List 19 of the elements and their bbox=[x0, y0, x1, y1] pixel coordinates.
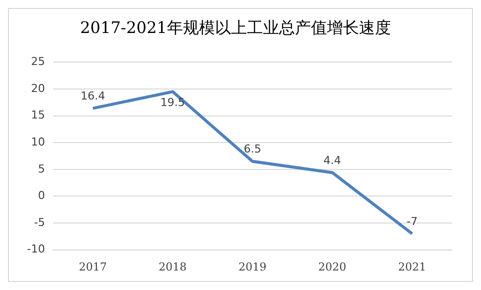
y-tick-label: 25 bbox=[30, 55, 45, 68]
data-label: 19.5 bbox=[160, 96, 185, 110]
y-tick-label: 5 bbox=[38, 162, 45, 176]
y-tick-label: -10 bbox=[27, 242, 45, 256]
y-tick-label: 0 bbox=[38, 189, 45, 202]
x-tick-label: 2018 bbox=[158, 260, 187, 274]
x-tick-label: 2020 bbox=[318, 260, 346, 274]
x-tick-label: 2019 bbox=[238, 260, 266, 274]
data-label: -7 bbox=[406, 215, 418, 228]
y-tick-label: 10 bbox=[30, 135, 45, 148]
x-tick-label: 2021 bbox=[398, 260, 426, 274]
data-label: 6.5 bbox=[244, 142, 262, 156]
chart-title: 2017-2021年规模以上工业总产值增长速度 bbox=[80, 18, 391, 37]
y-tick-label: 15 bbox=[30, 108, 45, 122]
data-label: 16.4 bbox=[80, 90, 106, 103]
y-tick-label: -5 bbox=[34, 216, 45, 229]
y-tick-label: 20 bbox=[30, 82, 45, 95]
x-tick-label: 2017 bbox=[78, 260, 107, 274]
data-label: 4.4 bbox=[324, 154, 342, 167]
